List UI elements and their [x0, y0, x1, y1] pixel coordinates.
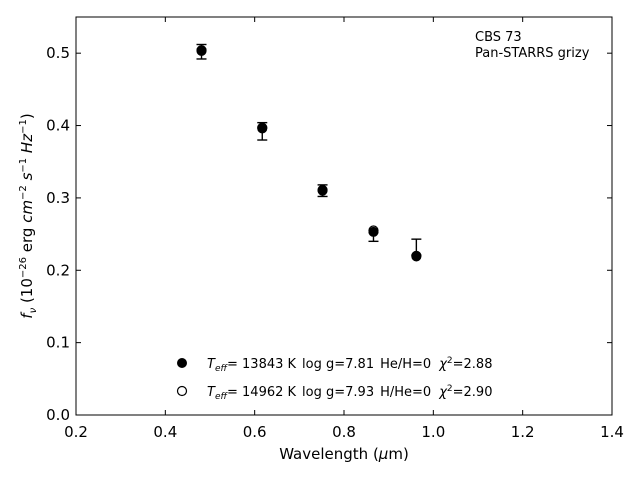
x-tick-label: 0.6 — [243, 423, 267, 441]
model-point-filled — [196, 46, 207, 57]
annotation-object: CBS 73 — [475, 30, 522, 45]
axis-ticks: 0.2 0.4 0.6 0.8 1.0 1.2 1.4 0.0 0.1 0.2 0.3 0.4 0.5 — [46, 17, 624, 441]
y-tick-label: 0.4 — [46, 117, 70, 135]
y-tick-label: 0.1 — [46, 334, 70, 352]
y-tick-label: 0.3 — [46, 189, 70, 207]
x-tick-label: 1.0 — [421, 423, 445, 441]
plot-frame — [75, 16, 613, 416]
legend-marker-filled — [177, 358, 187, 368]
y-axis-title: fν (10−26 erg cm−2 s−1 Hz−1) — [18, 113, 39, 318]
annotation-survey: Pan-STARRS grizy — [475, 46, 590, 61]
data-marks — [196, 43, 422, 262]
x-axis-title: Wavelength (μm) — [279, 445, 409, 463]
model-point-filled — [317, 185, 328, 196]
model-point-filled — [257, 123, 268, 134]
x-tick-label: 0.2 — [64, 423, 88, 441]
model-point-filled — [368, 226, 379, 237]
x-tick-label: 1.4 — [600, 423, 624, 441]
y-tick-label: 0.0 — [46, 406, 70, 424]
legend-marker-open — [176, 385, 188, 397]
y-tick-label: 0.2 — [46, 261, 70, 279]
y-tick-label: 0.5 — [46, 44, 70, 62]
x-tick-label: 0.4 — [153, 423, 177, 441]
x-tick-label: 0.8 — [332, 423, 356, 441]
x-tick-label: 1.2 — [511, 423, 535, 441]
model-point-filled — [411, 251, 422, 262]
